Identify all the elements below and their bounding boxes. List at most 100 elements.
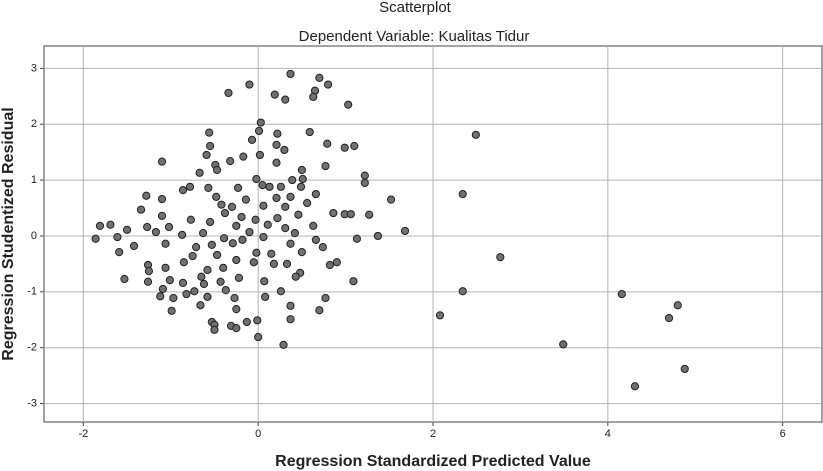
data-point xyxy=(226,156,235,166)
data-point xyxy=(120,274,129,284)
data-point xyxy=(157,194,167,204)
data-point xyxy=(122,225,132,234)
data-point xyxy=(280,145,289,155)
data-point xyxy=(245,80,254,89)
data-point xyxy=(185,182,195,191)
data-point xyxy=(259,232,268,242)
data-point xyxy=(196,301,205,310)
data-point xyxy=(315,306,324,315)
data-point xyxy=(232,255,241,265)
data-point xyxy=(309,221,318,230)
data-point xyxy=(198,229,208,238)
y-tick-label: 1 xyxy=(31,174,37,186)
data-point xyxy=(205,128,214,137)
data-point xyxy=(210,325,219,334)
data-point xyxy=(673,301,682,310)
data-point xyxy=(297,165,306,175)
data-point xyxy=(272,193,281,203)
data-point xyxy=(458,287,467,296)
data-point xyxy=(219,263,228,272)
data-point xyxy=(350,141,359,151)
y-tick-label: -3 xyxy=(27,397,37,409)
data-point xyxy=(318,243,327,252)
x-axis-label: Regression Standardized Predicted Value xyxy=(275,453,591,470)
data-point xyxy=(161,263,170,272)
data-point xyxy=(228,239,237,248)
data-point xyxy=(157,157,167,166)
data-point xyxy=(169,293,178,303)
x-tick-label: 0 xyxy=(255,428,261,440)
data-point xyxy=(373,231,383,241)
data-point xyxy=(204,183,213,193)
data-point xyxy=(232,221,241,230)
data-point xyxy=(261,292,270,301)
data-point xyxy=(272,158,281,167)
data-point xyxy=(282,259,292,268)
x-tick-label: -2 xyxy=(78,428,88,440)
data-point xyxy=(247,135,257,144)
data-point xyxy=(113,232,122,242)
data-point xyxy=(323,139,332,148)
y-tick-label: -2 xyxy=(27,342,37,354)
chart-subtitle: Dependent Variable: Kualitas Tidur xyxy=(299,28,530,45)
data-point xyxy=(142,191,151,200)
data-point xyxy=(217,200,226,209)
data-point xyxy=(360,178,369,187)
data-point xyxy=(305,127,314,137)
data-point xyxy=(182,289,191,299)
data-point xyxy=(233,183,243,193)
data-point xyxy=(212,250,222,260)
data-point xyxy=(186,215,195,224)
chart-title: Scatterplot xyxy=(379,0,452,16)
data-point xyxy=(269,259,279,268)
data-point xyxy=(178,230,187,239)
data-point xyxy=(256,118,265,127)
data-point xyxy=(224,88,233,98)
data-point xyxy=(252,174,261,184)
data-point xyxy=(199,279,209,289)
data-point xyxy=(352,234,362,243)
data-point xyxy=(311,189,320,199)
data-point xyxy=(179,258,188,267)
data-point xyxy=(273,129,282,138)
data-point xyxy=(239,152,248,161)
data-point xyxy=(207,240,216,249)
data-point xyxy=(267,249,276,258)
data-point xyxy=(329,208,338,218)
data-point xyxy=(346,210,355,219)
data-point xyxy=(265,182,274,191)
data-point xyxy=(167,306,176,315)
data-point xyxy=(360,171,369,180)
data-point xyxy=(205,141,215,151)
data-point xyxy=(144,267,153,276)
y-tick-label: 2 xyxy=(31,118,37,130)
data-point xyxy=(298,174,307,184)
data-point xyxy=(156,292,165,301)
data-point xyxy=(294,210,303,219)
data-point xyxy=(242,317,251,327)
data-point xyxy=(258,181,267,190)
data-point xyxy=(221,286,230,295)
data-point xyxy=(259,201,268,210)
data-point xyxy=(286,239,295,248)
data-point xyxy=(230,293,239,303)
data-point xyxy=(630,382,640,391)
data-point xyxy=(95,221,105,230)
data-point xyxy=(291,272,300,281)
y-tick-label: -1 xyxy=(27,286,37,298)
y-tick-label: 3 xyxy=(31,62,37,74)
data-point xyxy=(290,229,299,238)
data-point xyxy=(178,186,188,195)
data-point xyxy=(195,168,204,177)
data-point xyxy=(315,73,324,82)
data-point xyxy=(332,258,341,267)
data-point xyxy=(190,287,199,296)
data-point xyxy=(205,217,215,227)
x-tick-label: 2 xyxy=(430,428,436,440)
data-point xyxy=(324,80,333,89)
data-point xyxy=(279,340,288,350)
data-point xyxy=(203,265,212,275)
data-point xyxy=(281,202,290,212)
data-point xyxy=(349,277,358,286)
